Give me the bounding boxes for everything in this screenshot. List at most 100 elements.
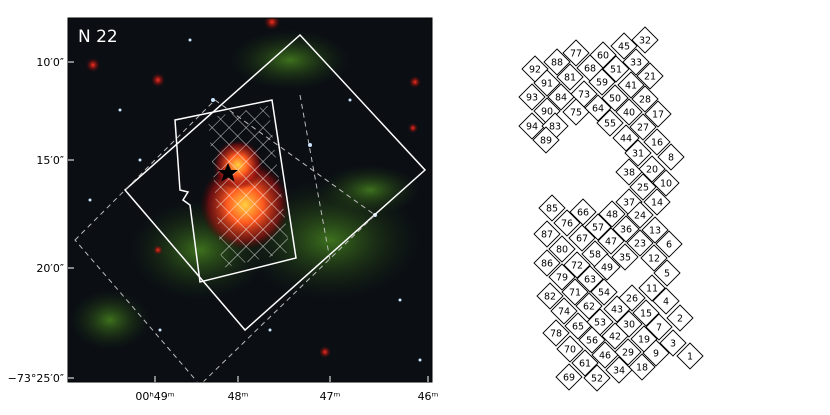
tile-number: 8 bbox=[668, 153, 674, 164]
tile bbox=[588, 68, 616, 96]
tile bbox=[617, 71, 645, 99]
tile bbox=[612, 124, 640, 152]
tile-number: 77 bbox=[570, 49, 582, 60]
tile-number: 31 bbox=[632, 149, 644, 160]
tile bbox=[615, 98, 643, 126]
tile bbox=[657, 143, 685, 171]
tile-number: 74 bbox=[558, 307, 570, 318]
tile-number: 41 bbox=[625, 81, 637, 92]
tile bbox=[532, 126, 560, 154]
tile bbox=[548, 263, 576, 291]
tile bbox=[555, 363, 583, 391]
x-tick-label: 47ᵐ bbox=[320, 390, 341, 403]
tile bbox=[533, 249, 561, 277]
tile-number: 7 bbox=[656, 323, 662, 334]
tile-number: 94 bbox=[526, 122, 538, 133]
tile-number: 56 bbox=[586, 336, 598, 347]
tile-number: 16 bbox=[651, 138, 663, 149]
tile-number: 19 bbox=[638, 335, 650, 346]
tile-number: 82 bbox=[544, 292, 556, 303]
tile bbox=[638, 274, 666, 302]
tile bbox=[605, 356, 633, 384]
tile-number: 23 bbox=[634, 239, 646, 250]
tile-number: 89 bbox=[540, 136, 552, 147]
tile-number: 60 bbox=[597, 51, 609, 62]
tile-number: 33 bbox=[630, 58, 642, 69]
tile bbox=[628, 353, 656, 381]
tile-number: 40 bbox=[623, 108, 635, 119]
tile bbox=[597, 227, 625, 255]
tile bbox=[563, 251, 591, 279]
tile bbox=[518, 112, 546, 140]
tile-number: 72 bbox=[571, 261, 583, 272]
tile-number: 35 bbox=[619, 253, 631, 264]
tile bbox=[571, 349, 599, 377]
tile-number: 83 bbox=[549, 122, 561, 133]
tile-number: 65 bbox=[572, 322, 584, 333]
tile bbox=[533, 69, 561, 97]
tile bbox=[643, 128, 671, 156]
tile bbox=[642, 339, 670, 367]
tile bbox=[653, 259, 681, 287]
tile bbox=[614, 338, 642, 366]
tile-number: 78 bbox=[550, 329, 562, 340]
tile-number: 2 bbox=[677, 314, 683, 325]
tile-number: 48 bbox=[606, 210, 618, 221]
tile bbox=[591, 341, 619, 369]
tile bbox=[626, 229, 654, 257]
tile bbox=[533, 220, 561, 248]
tile-number: 14 bbox=[651, 198, 663, 209]
tile-number: 36 bbox=[620, 225, 632, 236]
tile-number: 79 bbox=[556, 273, 568, 284]
tile-number: 52 bbox=[591, 374, 603, 385]
tile bbox=[638, 155, 666, 183]
tile-number: 15 bbox=[640, 309, 652, 320]
tile-number: 42 bbox=[609, 332, 621, 343]
tile-number: 38 bbox=[623, 168, 635, 179]
tile-number: 92 bbox=[529, 65, 541, 76]
tile-number: 44 bbox=[620, 134, 632, 145]
tile-number: 93 bbox=[526, 93, 538, 104]
tile-number: 86 bbox=[541, 259, 553, 270]
tile bbox=[603, 295, 631, 323]
tile-number: 6 bbox=[666, 240, 672, 251]
tile bbox=[636, 62, 664, 90]
tile-number: 45 bbox=[618, 42, 630, 53]
tile bbox=[645, 313, 673, 341]
tile-number: 66 bbox=[577, 208, 589, 219]
sky-image bbox=[68, 18, 432, 382]
tile bbox=[626, 201, 654, 229]
tile bbox=[538, 194, 566, 222]
tile bbox=[629, 113, 657, 141]
tile bbox=[641, 216, 669, 244]
tile bbox=[676, 342, 704, 370]
tile-number: 84 bbox=[555, 93, 567, 104]
tile-number: 76 bbox=[561, 219, 573, 230]
tile bbox=[611, 243, 639, 271]
tile-number: 88 bbox=[551, 58, 563, 69]
tile bbox=[612, 215, 640, 243]
tile-number: 13 bbox=[649, 226, 661, 237]
tile-number: 73 bbox=[578, 90, 590, 101]
x-tick-label: 00ʰ49ᵐ bbox=[135, 390, 174, 403]
tile-number: 5 bbox=[664, 269, 670, 280]
tile-number: 63 bbox=[584, 275, 596, 286]
tile-number: 20 bbox=[646, 165, 658, 176]
tile bbox=[590, 278, 618, 306]
tile-number: 18 bbox=[636, 363, 648, 374]
tile-number: 67 bbox=[576, 234, 588, 245]
tile bbox=[584, 213, 612, 241]
tile bbox=[631, 85, 659, 113]
tile-number: 10 bbox=[660, 179, 672, 190]
tile-number: 71 bbox=[569, 288, 581, 299]
tile-number: 61 bbox=[579, 359, 591, 370]
tile-number: 37 bbox=[623, 198, 635, 209]
tile-number: 12 bbox=[648, 254, 660, 265]
tile-number: 58 bbox=[589, 250, 601, 261]
tile bbox=[655, 230, 683, 258]
tile bbox=[547, 83, 575, 111]
tile bbox=[562, 98, 590, 126]
tile bbox=[556, 335, 584, 363]
tile bbox=[562, 39, 590, 67]
tile-number: 24 bbox=[634, 211, 646, 222]
